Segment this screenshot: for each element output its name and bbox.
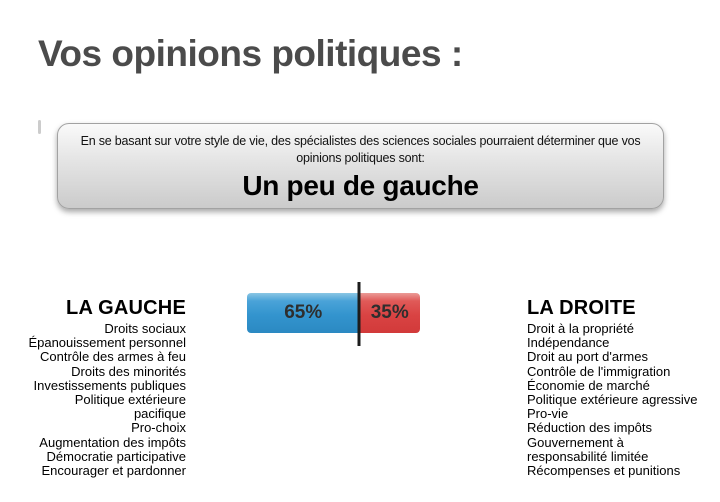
list-item: Politique extérieure (74, 392, 186, 408)
list-item: Économie de marché (527, 377, 650, 393)
list-item: responsabilité limitée (527, 448, 649, 464)
left-column-list: Droits sociaux Épanouissement personnel Co… (8, 321, 186, 479)
meter-bar: 65% 35% (247, 293, 420, 333)
list-item: Investissements publiques (33, 377, 186, 393)
list-item: Indépendance (527, 335, 610, 351)
meter-right-segment: 35% (359, 293, 420, 333)
list-item: Gouvernement à (527, 434, 624, 450)
result-description-line2: opinions politiques sont: (296, 151, 425, 165)
list-item: Démocratie participative (46, 448, 186, 464)
list-item: Droits sociaux (104, 321, 186, 336)
meter-left-segment: 65% (247, 293, 360, 333)
list-item: Contrôle des armes à feu (40, 349, 186, 365)
left-edge-artifact (38, 120, 41, 134)
right-column-heading: LA DROITE (527, 297, 636, 319)
list-item: Droit au port d'armes (527, 349, 648, 365)
result-description-line1: En se basant sur votre style de vie, des… (80, 134, 641, 148)
list-item: Réduction des impôts (527, 420, 653, 436)
right-column-list: Droit à la propriété Indépendance Droit au… (527, 321, 719, 479)
meter-right-label: 35% (370, 302, 409, 323)
list-item: pacifique (133, 406, 186, 422)
list-item: Contrôle de l'immigration (527, 363, 671, 379)
political-meter: 65% 35% (247, 282, 420, 346)
list-item: Droit à la propriété (527, 321, 634, 336)
list-item: Pro-choix (131, 420, 186, 436)
list-item: Encourager et pardonner (41, 463, 186, 479)
list-item: Politique extérieure agressive (527, 392, 698, 408)
list-item: Épanouissement personnel (28, 335, 186, 351)
list-item: Droits des minorités (71, 363, 186, 379)
result-box: En se basant sur votre style de vie, des… (57, 123, 664, 209)
left-column: LA GAUCHE Droits sociaux Épanouissement p… (8, 298, 186, 478)
right-column: LA DROITE Droit à la propriété Indépendan… (527, 298, 719, 478)
meter-left-label: 65% (284, 302, 323, 323)
list-item: Pro-vie (527, 406, 569, 422)
list-item: Récompenses et punitions (527, 463, 681, 479)
list-item: Augmentation des impôts (39, 434, 186, 450)
left-column-heading: LA GAUCHE (66, 297, 186, 319)
page-title: Vos opinions politiques : (38, 33, 463, 74)
meter-divider-line (357, 282, 361, 346)
result-verdict: Un peu de gauche (242, 170, 479, 201)
